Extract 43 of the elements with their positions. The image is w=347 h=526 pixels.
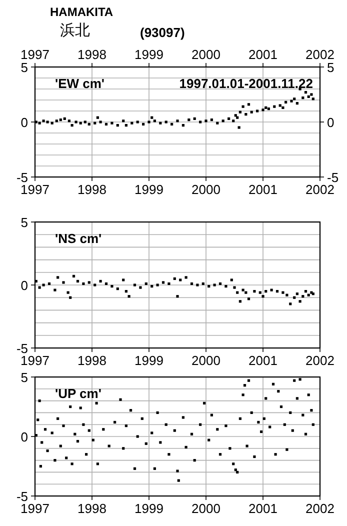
x-tick-label: 2002 <box>306 182 334 197</box>
text: (93097) <box>140 25 185 40</box>
y-tick-label: 0 <box>20 278 28 293</box>
x-tick-label: 1999 <box>134 353 164 368</box>
x-tick-label: 1998 <box>78 501 106 516</box>
y-tick-label: 5 <box>20 215 28 230</box>
x-tick-label: 2002 <box>306 501 334 516</box>
x-tick-label: 1997 <box>20 182 50 197</box>
x2-tick-label: 2000 <box>192 47 220 62</box>
y-tick-label: 0 <box>20 430 28 444</box>
x-tick-label: 1998 <box>78 353 106 368</box>
x-tick-label: 1999 <box>134 501 164 516</box>
x-tick-label: 1997 <box>20 353 50 368</box>
y-tick-label: -5 <box>16 341 28 356</box>
annotation: 'UP cm' <box>55 386 102 401</box>
x-tick-label: 2000 <box>192 501 220 516</box>
x-tick-label: 1998 <box>78 182 106 197</box>
y-tick-label: 5 <box>20 60 28 75</box>
x-tick-label: 2001 <box>248 182 278 197</box>
x2-tick-label: 2002 <box>306 47 334 62</box>
y2-tick-label: 5 <box>327 60 334 75</box>
x2-tick-label: 1999 <box>134 47 164 62</box>
x-tick-label: 1999 <box>134 182 164 197</box>
y-tick-label: 5 <box>20 370 28 385</box>
x2-tick-label: 1997 <box>20 47 50 62</box>
y-tick-label: 0 <box>20 115 28 130</box>
annotation: 1997.01.01-2001.11.22 <box>179 76 313 91</box>
x-tick-label: 1997 <box>20 501 50 516</box>
annotation: 'EW cm' <box>55 76 105 91</box>
x-tick-label: 2000 <box>192 182 220 197</box>
chart-title: HAMAKITA <box>50 5 114 19</box>
chart-subtitle: 浜北 <box>60 22 90 39</box>
x2-tick-label: 2001 <box>248 47 278 62</box>
x-tick-label: 2001 <box>248 501 278 516</box>
x-tick-label: 2002 <box>306 353 334 368</box>
x-tick-label: 2000 <box>192 353 220 368</box>
y-tick-label: -5 <box>16 170 28 185</box>
annotation: 'NS cm' <box>55 231 102 246</box>
y-tick-label: -5 <box>16 489 28 504</box>
x-tick-label: 2001 <box>248 353 278 368</box>
x2-tick-label: 1998 <box>78 47 106 62</box>
y2-tick-label: -5 <box>327 170 339 185</box>
y2-tick-label: 0 <box>327 115 334 130</box>
